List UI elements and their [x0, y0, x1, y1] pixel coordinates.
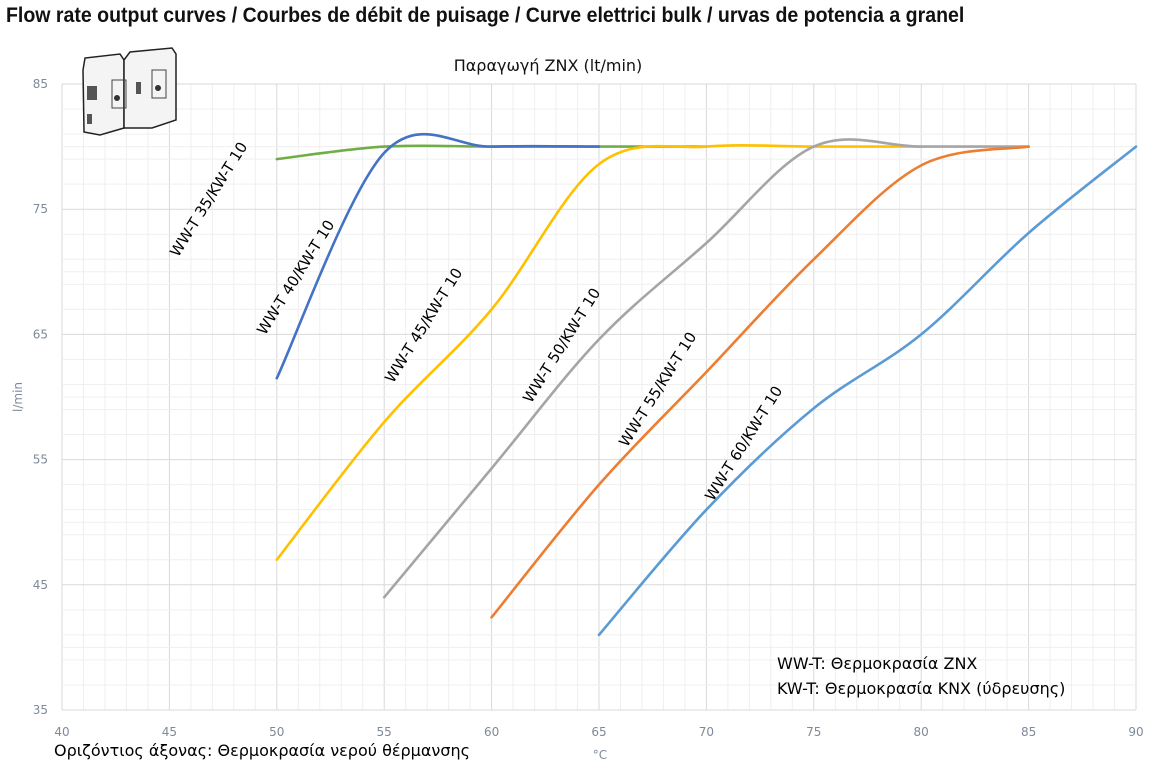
x-tick-label: 40 — [54, 725, 69, 739]
y-tick-label: 85 — [33, 77, 48, 91]
annotation-ww-t: WW-T: Θερμοκρασία ZNX — [777, 654, 977, 673]
tick-labels: 40 45 50 55 60 65 70 75 80 85 90 35 45 55 65 75 85 — [33, 77, 1144, 739]
x-tick-label: 90 — [1128, 725, 1143, 739]
chart-title: Παραγωγή ZNX (lt/min) — [454, 56, 643, 75]
x-tick-label: 75 — [806, 725, 821, 739]
series-lines — [275, 133, 1138, 637]
grid — [61, 83, 1137, 711]
series-label: WW-T 35/KW-T 10 — [166, 139, 251, 260]
x-tick-label: 65 — [591, 725, 606, 739]
x-tick-label: 85 — [1021, 725, 1036, 739]
y-axis-label: l/min — [11, 382, 25, 412]
x-tick-label: 60 — [484, 725, 499, 739]
series-label: WW-T 50/KW-T 10 — [519, 285, 604, 406]
y-tick-label: 65 — [33, 327, 48, 341]
series-line-6 — [597, 145, 1138, 637]
x-tick-label: 55 — [377, 725, 392, 739]
series-label: WW-T 40/KW-T 10 — [253, 217, 338, 338]
x-tick-label: 50 — [269, 725, 284, 739]
series-line-3 — [275, 144, 923, 562]
series-line-4 — [382, 138, 1030, 599]
x-tick-label: 80 — [914, 725, 929, 739]
y-tick-label: 55 — [33, 453, 48, 467]
y-tick-label: 35 — [33, 703, 48, 717]
series-label: WW-T 55/KW-T 10 — [615, 329, 700, 450]
x-axis-label: °C — [593, 748, 607, 762]
annotation-horizontal-axis: Οριζόντιος άξονας: Θερμοκρασία νερού θέρ… — [54, 741, 470, 760]
series-line-2 — [275, 133, 601, 380]
annotation-kw-t: KW-T: Θερμοκρασία KNX (ύδρευσης) — [777, 679, 1065, 698]
x-tick-label: 70 — [699, 725, 714, 739]
x-tick-label: 45 — [162, 725, 177, 739]
y-tick-label: 75 — [33, 202, 48, 216]
y-tick-label: 45 — [33, 578, 48, 592]
product-image — [82, 47, 177, 136]
page-heading: Flow rate output curves / Courbes de déb… — [6, 4, 965, 27]
series-label: WW-T 45/KW-T 10 — [381, 265, 466, 386]
series-line-5 — [490, 145, 1030, 619]
